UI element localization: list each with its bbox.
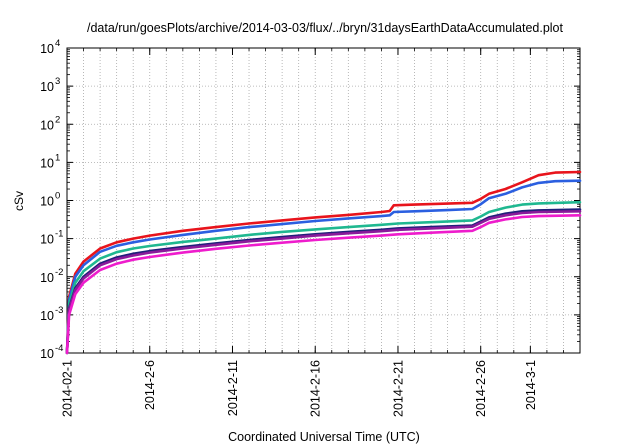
x-axis-ticks: 2014-02-1 2014-2-6 2014-2-11 2014-2-16 2014-…	[61, 48, 564, 417]
chart-title: /data/run/goesPlots/archive/2014-03-03/f…	[87, 21, 563, 35]
y-tick-label: 10	[40, 347, 54, 361]
y-tick-exponent: 0	[55, 191, 60, 202]
series-line-3	[65, 200, 582, 355]
y-tick-label: 10	[40, 156, 54, 170]
y-tick-exponent: 1	[55, 152, 60, 163]
y-tick-label: 10	[40, 195, 54, 209]
y-tick-base: 10	[40, 195, 54, 209]
y-axis-label: cSv	[12, 191, 26, 211]
y-tick-label: 10	[40, 42, 54, 56]
y-tick-base: 10	[40, 347, 54, 361]
y-tick-exponent: -2	[55, 267, 63, 278]
x-tick-label: 2014-2-21	[391, 360, 405, 417]
y-tick-base: 10	[40, 271, 54, 285]
y-tick-exponent: -4	[55, 343, 63, 354]
series-group	[65, 170, 582, 355]
x-tick-label: 2014-2-26	[474, 360, 488, 417]
y-tick-exponent: -3	[55, 305, 63, 316]
y-tick-label: 10	[40, 118, 54, 132]
series-line-2	[65, 179, 582, 355]
y-tick-label: 10	[40, 80, 54, 94]
y-tick-base: 10	[40, 80, 54, 94]
y-tick-exponent: 2	[55, 114, 60, 125]
y-tick-label: 10	[40, 233, 54, 247]
series-line-6	[65, 214, 582, 355]
y-tick-label: 10	[40, 271, 54, 285]
y-tick-base: 10	[40, 42, 54, 56]
x-tick-label: 2014-2-11	[226, 360, 240, 416]
series-line-5	[65, 210, 582, 355]
y-tick-exponent: 3	[55, 76, 60, 87]
y-tick-exponent: -1	[55, 229, 63, 240]
x-tick-label: 2014-3-1	[524, 360, 538, 410]
x-tick-label: 2014-2-6	[143, 360, 157, 410]
y-tick-base: 10	[40, 233, 54, 247]
y-tick-base: 10	[40, 156, 54, 170]
x-axis-label: Coordinated Universal Time (UTC)	[228, 430, 420, 444]
y-tick-exponent: 4	[55, 38, 60, 49]
series-line-1	[65, 170, 582, 355]
y-tick-label: 10	[40, 309, 54, 323]
x-tick-label: 2014-2-16	[309, 360, 323, 417]
y-tick-base: 10	[40, 309, 54, 323]
x-tick-label: 2014-02-1	[61, 360, 75, 417]
y-tick-base: 10	[40, 118, 54, 132]
